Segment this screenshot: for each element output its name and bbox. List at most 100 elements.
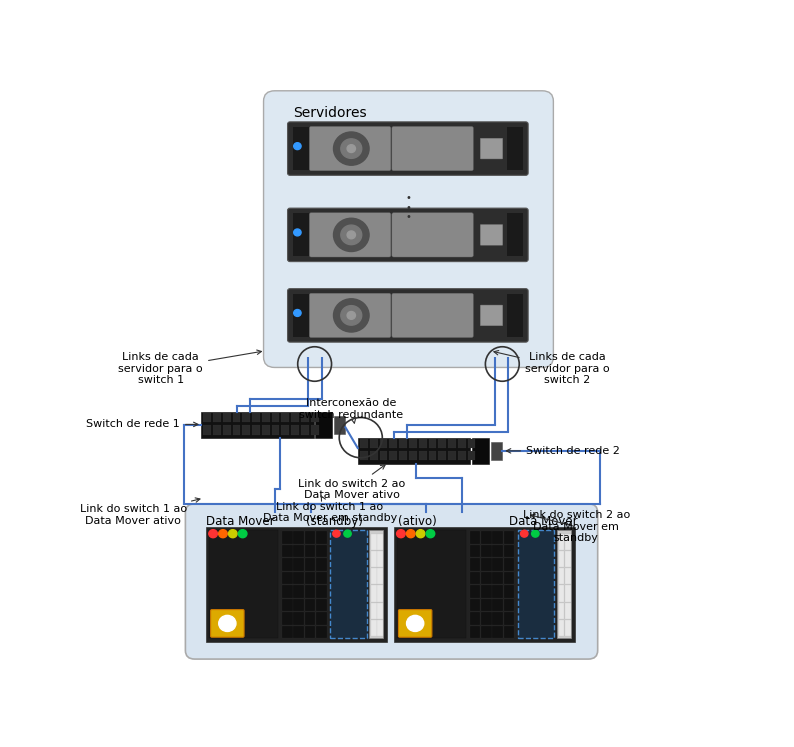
- FancyBboxPatch shape: [565, 533, 571, 550]
- Circle shape: [333, 299, 369, 332]
- FancyBboxPatch shape: [316, 572, 326, 584]
- FancyBboxPatch shape: [213, 413, 221, 422]
- FancyBboxPatch shape: [315, 412, 333, 438]
- FancyBboxPatch shape: [233, 413, 241, 422]
- FancyBboxPatch shape: [559, 551, 565, 567]
- FancyBboxPatch shape: [371, 620, 376, 636]
- FancyBboxPatch shape: [282, 531, 293, 544]
- Circle shape: [294, 309, 301, 317]
- FancyBboxPatch shape: [481, 626, 491, 639]
- Circle shape: [333, 530, 340, 537]
- FancyBboxPatch shape: [392, 294, 473, 338]
- FancyBboxPatch shape: [470, 531, 480, 544]
- Circle shape: [238, 530, 247, 538]
- Circle shape: [347, 231, 356, 239]
- FancyBboxPatch shape: [481, 613, 491, 624]
- FancyBboxPatch shape: [330, 530, 367, 639]
- FancyBboxPatch shape: [210, 610, 244, 637]
- FancyBboxPatch shape: [371, 568, 376, 584]
- FancyBboxPatch shape: [470, 572, 480, 584]
- FancyBboxPatch shape: [565, 586, 571, 601]
- FancyBboxPatch shape: [503, 572, 515, 584]
- FancyBboxPatch shape: [210, 530, 278, 639]
- FancyBboxPatch shape: [438, 438, 446, 448]
- FancyBboxPatch shape: [492, 626, 503, 639]
- Text: Link do switch 2 ao
Data Mover em
standby: Link do switch 2 ao Data Mover em standb…: [522, 510, 630, 543]
- FancyBboxPatch shape: [185, 503, 598, 659]
- Text: (ativo): (ativo): [398, 515, 437, 528]
- FancyBboxPatch shape: [409, 438, 417, 448]
- FancyBboxPatch shape: [492, 599, 503, 611]
- Circle shape: [416, 530, 425, 538]
- Circle shape: [341, 139, 362, 158]
- FancyBboxPatch shape: [503, 559, 515, 571]
- FancyBboxPatch shape: [282, 572, 293, 584]
- Circle shape: [396, 530, 405, 538]
- FancyBboxPatch shape: [481, 599, 491, 611]
- FancyBboxPatch shape: [481, 572, 491, 584]
- Text: (standby): (standby): [306, 515, 363, 528]
- FancyBboxPatch shape: [370, 438, 378, 448]
- FancyBboxPatch shape: [492, 531, 503, 544]
- FancyBboxPatch shape: [282, 613, 293, 624]
- FancyBboxPatch shape: [458, 438, 466, 448]
- FancyBboxPatch shape: [429, 438, 437, 448]
- FancyBboxPatch shape: [305, 586, 315, 598]
- FancyBboxPatch shape: [287, 122, 528, 176]
- FancyBboxPatch shape: [293, 613, 304, 624]
- Text: Link do switch 1 ao
Data Mover em standby: Link do switch 1 ao Data Mover em standb…: [263, 496, 397, 523]
- Circle shape: [521, 530, 528, 537]
- FancyBboxPatch shape: [293, 531, 304, 544]
- FancyBboxPatch shape: [559, 603, 565, 619]
- FancyBboxPatch shape: [503, 613, 515, 624]
- FancyBboxPatch shape: [360, 438, 368, 448]
- FancyBboxPatch shape: [458, 451, 466, 460]
- FancyBboxPatch shape: [305, 626, 315, 639]
- FancyBboxPatch shape: [507, 127, 523, 170]
- FancyBboxPatch shape: [262, 413, 270, 422]
- FancyBboxPatch shape: [399, 438, 407, 448]
- Circle shape: [344, 530, 351, 537]
- FancyBboxPatch shape: [492, 559, 503, 571]
- FancyBboxPatch shape: [565, 568, 571, 584]
- FancyBboxPatch shape: [491, 441, 503, 459]
- FancyBboxPatch shape: [201, 412, 314, 438]
- FancyBboxPatch shape: [305, 531, 315, 544]
- FancyBboxPatch shape: [371, 533, 376, 550]
- FancyBboxPatch shape: [293, 214, 312, 256]
- Circle shape: [333, 132, 369, 165]
- FancyBboxPatch shape: [233, 425, 241, 435]
- Text: Servidores: Servidores: [293, 106, 367, 120]
- FancyBboxPatch shape: [470, 626, 480, 639]
- FancyBboxPatch shape: [357, 438, 471, 463]
- FancyBboxPatch shape: [242, 425, 250, 435]
- FancyBboxPatch shape: [316, 626, 326, 639]
- FancyBboxPatch shape: [310, 425, 318, 435]
- FancyBboxPatch shape: [503, 545, 515, 557]
- FancyBboxPatch shape: [518, 530, 554, 639]
- FancyBboxPatch shape: [282, 586, 293, 598]
- FancyBboxPatch shape: [371, 603, 376, 619]
- FancyBboxPatch shape: [264, 91, 553, 368]
- Circle shape: [347, 311, 356, 319]
- Circle shape: [532, 530, 539, 537]
- FancyBboxPatch shape: [242, 413, 250, 422]
- FancyBboxPatch shape: [470, 559, 480, 571]
- FancyBboxPatch shape: [316, 586, 326, 598]
- FancyBboxPatch shape: [448, 451, 456, 460]
- FancyBboxPatch shape: [397, 530, 466, 639]
- FancyBboxPatch shape: [399, 610, 432, 637]
- FancyBboxPatch shape: [481, 586, 491, 598]
- Circle shape: [333, 218, 369, 252]
- FancyBboxPatch shape: [203, 413, 211, 422]
- Circle shape: [347, 145, 356, 152]
- FancyBboxPatch shape: [409, 451, 417, 460]
- FancyBboxPatch shape: [377, 603, 383, 619]
- FancyBboxPatch shape: [371, 586, 376, 601]
- Circle shape: [218, 530, 227, 538]
- Text: Interconexão de
switch redundante: Interconexão de switch redundante: [299, 398, 403, 424]
- FancyBboxPatch shape: [223, 413, 230, 422]
- FancyBboxPatch shape: [316, 599, 326, 611]
- FancyBboxPatch shape: [293, 545, 304, 557]
- FancyBboxPatch shape: [213, 425, 221, 435]
